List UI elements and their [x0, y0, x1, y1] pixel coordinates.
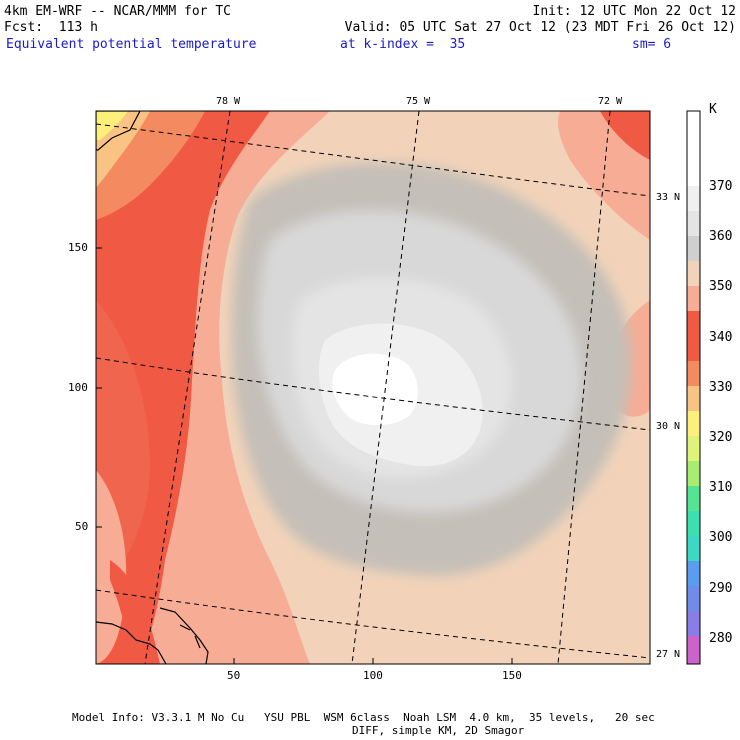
- y-tick-label: 50: [75, 520, 89, 533]
- level-label: at k-index = 35: [340, 37, 466, 52]
- colorbar-label: 350: [709, 279, 733, 294]
- field-name: Equivalent potential temperature: [6, 37, 257, 52]
- latitude-label: 30 N: [656, 421, 681, 432]
- y-tick-label: 150: [68, 241, 88, 254]
- longitude-label: 72 W: [598, 96, 623, 107]
- model-info: Model Info: V3.3.1 M No Cu YSU PBL WSM 6…: [72, 711, 655, 724]
- colorbar-label: 330: [709, 380, 733, 395]
- longitude-label: 78 W: [216, 96, 241, 107]
- longitude-label: 75 W: [406, 96, 431, 107]
- y-tick-label: 100: [68, 381, 88, 394]
- model-info-continued: DIFF, simple KM, 2D Smagor: [352, 724, 525, 737]
- theta-e-field: [96, 111, 650, 664]
- colorbar: [686, 110, 701, 665]
- latitude-label: 27 N: [656, 649, 681, 660]
- colorbar-label: 290: [709, 581, 733, 596]
- x-tick-label: 150: [502, 669, 522, 682]
- colorbar-label: 280: [709, 631, 733, 646]
- init-time: Init: 12 UTC Mon 22 Oct 12: [532, 4, 737, 19]
- smoothing-label: sm= 6: [632, 37, 672, 52]
- colorbar-label: 340: [709, 330, 733, 345]
- latitude-label: 33 N: [656, 192, 681, 203]
- colorbar-label: 320: [709, 430, 733, 445]
- valid-time: Valid: 05 UTC Sat 27 Oct 12 (23 MDT Fri …: [344, 20, 736, 35]
- colorbar-label: 370: [709, 179, 733, 194]
- x-tick-label: 50: [227, 669, 241, 682]
- model-title: 4km EM-WRF -- NCAR/MMM for TC: [4, 4, 231, 19]
- colorbar-unit: K: [709, 102, 717, 117]
- colorbar-label: 310: [709, 480, 733, 495]
- colorbar-label: 360: [709, 229, 733, 244]
- forecast-hour: Fcst: 113 h: [4, 20, 98, 35]
- x-tick-label: 100: [363, 669, 383, 682]
- colorbar-label: 300: [709, 530, 733, 545]
